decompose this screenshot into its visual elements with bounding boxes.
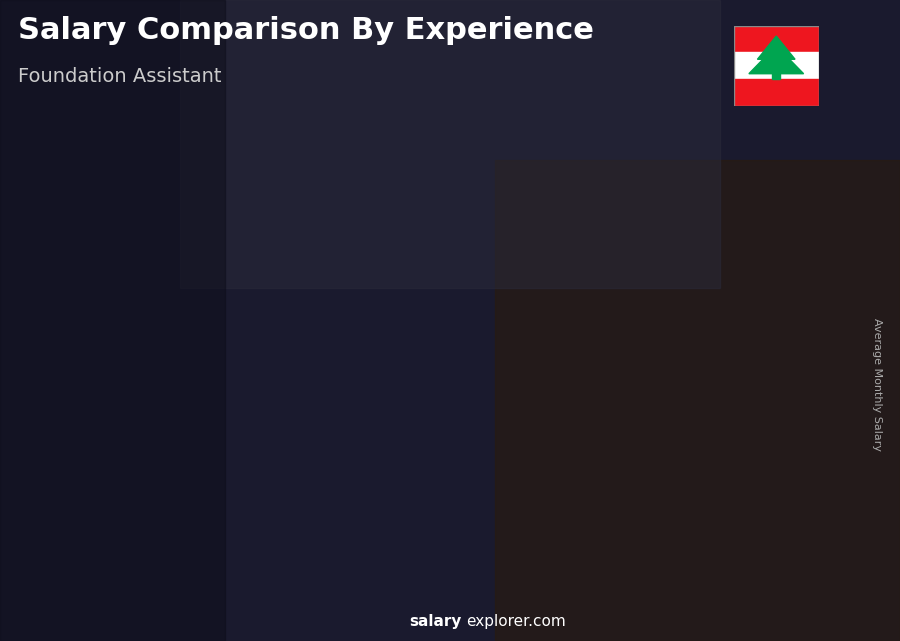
Text: +34%: +34% [124,347,187,367]
Polygon shape [121,442,133,564]
Text: +22%: +22% [377,226,441,246]
Text: Average Monthly Salary: Average Monthly Salary [872,318,883,451]
Text: 4,410,000 LBP: 4,410,000 LBP [161,394,252,407]
Polygon shape [561,271,626,564]
Polygon shape [626,261,639,564]
Polygon shape [561,261,639,271]
Polygon shape [758,36,795,60]
Polygon shape [248,404,260,564]
Polygon shape [308,333,386,344]
Polygon shape [181,415,248,564]
Text: Foundation Assistant: Foundation Assistant [18,67,221,87]
Bar [734,52,819,79]
Polygon shape [374,333,386,564]
Text: +8%: +8% [637,181,687,200]
Text: explorer.com: explorer.com [466,615,566,629]
Text: salary: salary [410,615,462,629]
Bar [0,0,225,641]
Polygon shape [500,285,513,564]
Text: Salary Comparison By Experience: Salary Comparison By Experience [18,16,594,45]
Bar [180,0,720,288]
Text: 3,310,000 LBP: 3,310,000 LBP [34,431,125,444]
Polygon shape [753,237,766,564]
Polygon shape [55,452,121,564]
Polygon shape [308,344,374,564]
Text: 7,950,000 LBP: 7,950,000 LBP [414,274,505,287]
Text: 8,670,000 LBP: 8,670,000 LBP [541,250,632,263]
Text: 9,390,000 LBP: 9,390,000 LBP [667,226,758,238]
Polygon shape [55,442,133,452]
Polygon shape [688,237,766,247]
Text: +48%: +48% [251,271,314,290]
Polygon shape [749,46,804,74]
Text: 6,520,000 LBP: 6,520,000 LBP [288,322,379,335]
Polygon shape [435,285,513,296]
Polygon shape [181,404,260,415]
Text: +9%: +9% [511,206,561,224]
Polygon shape [435,296,500,564]
Bar [772,68,780,79]
Polygon shape [688,247,753,564]
Bar [495,160,900,641]
Bar [734,79,819,106]
Bar [734,26,819,52]
